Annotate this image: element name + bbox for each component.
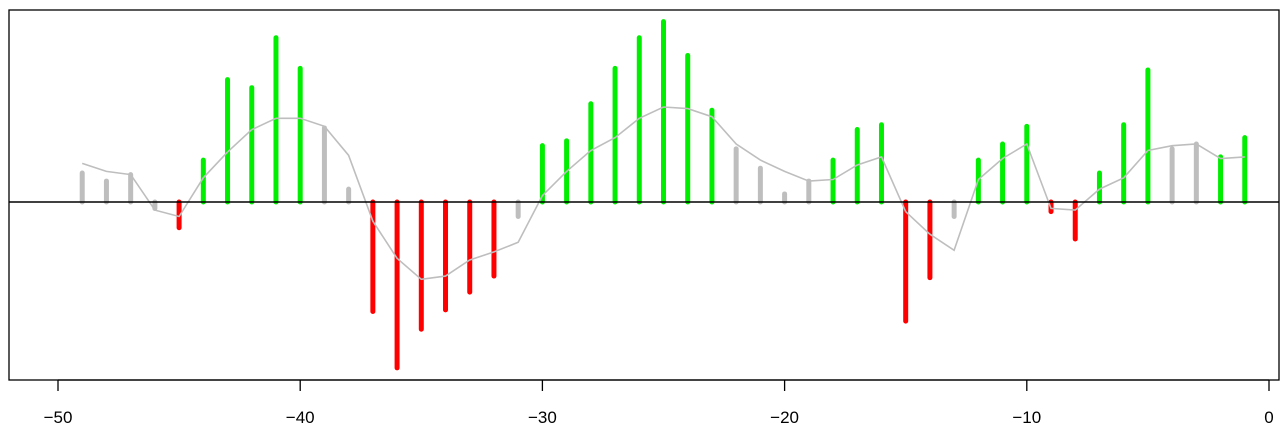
x-tick-label-3: −30 <box>528 408 557 427</box>
x-axis: −50 −40 −30 −20 −10 0 <box>44 379 1274 427</box>
bars-layer <box>79 19 1248 371</box>
x-tick-label-5: −10 <box>1012 408 1041 427</box>
plot-frame-layer <box>8 9 1280 381</box>
plot-border <box>8 9 1280 381</box>
x-tick-label-1: −50 <box>44 408 73 427</box>
smooth-trend-line <box>81 106 1245 281</box>
x-tick-label-2: −40 <box>286 408 315 427</box>
x-tick-label-6: 0 <box>1264 408 1273 427</box>
smooth-line-layer <box>81 106 1245 281</box>
x-tick-label-4: −20 <box>770 408 799 427</box>
